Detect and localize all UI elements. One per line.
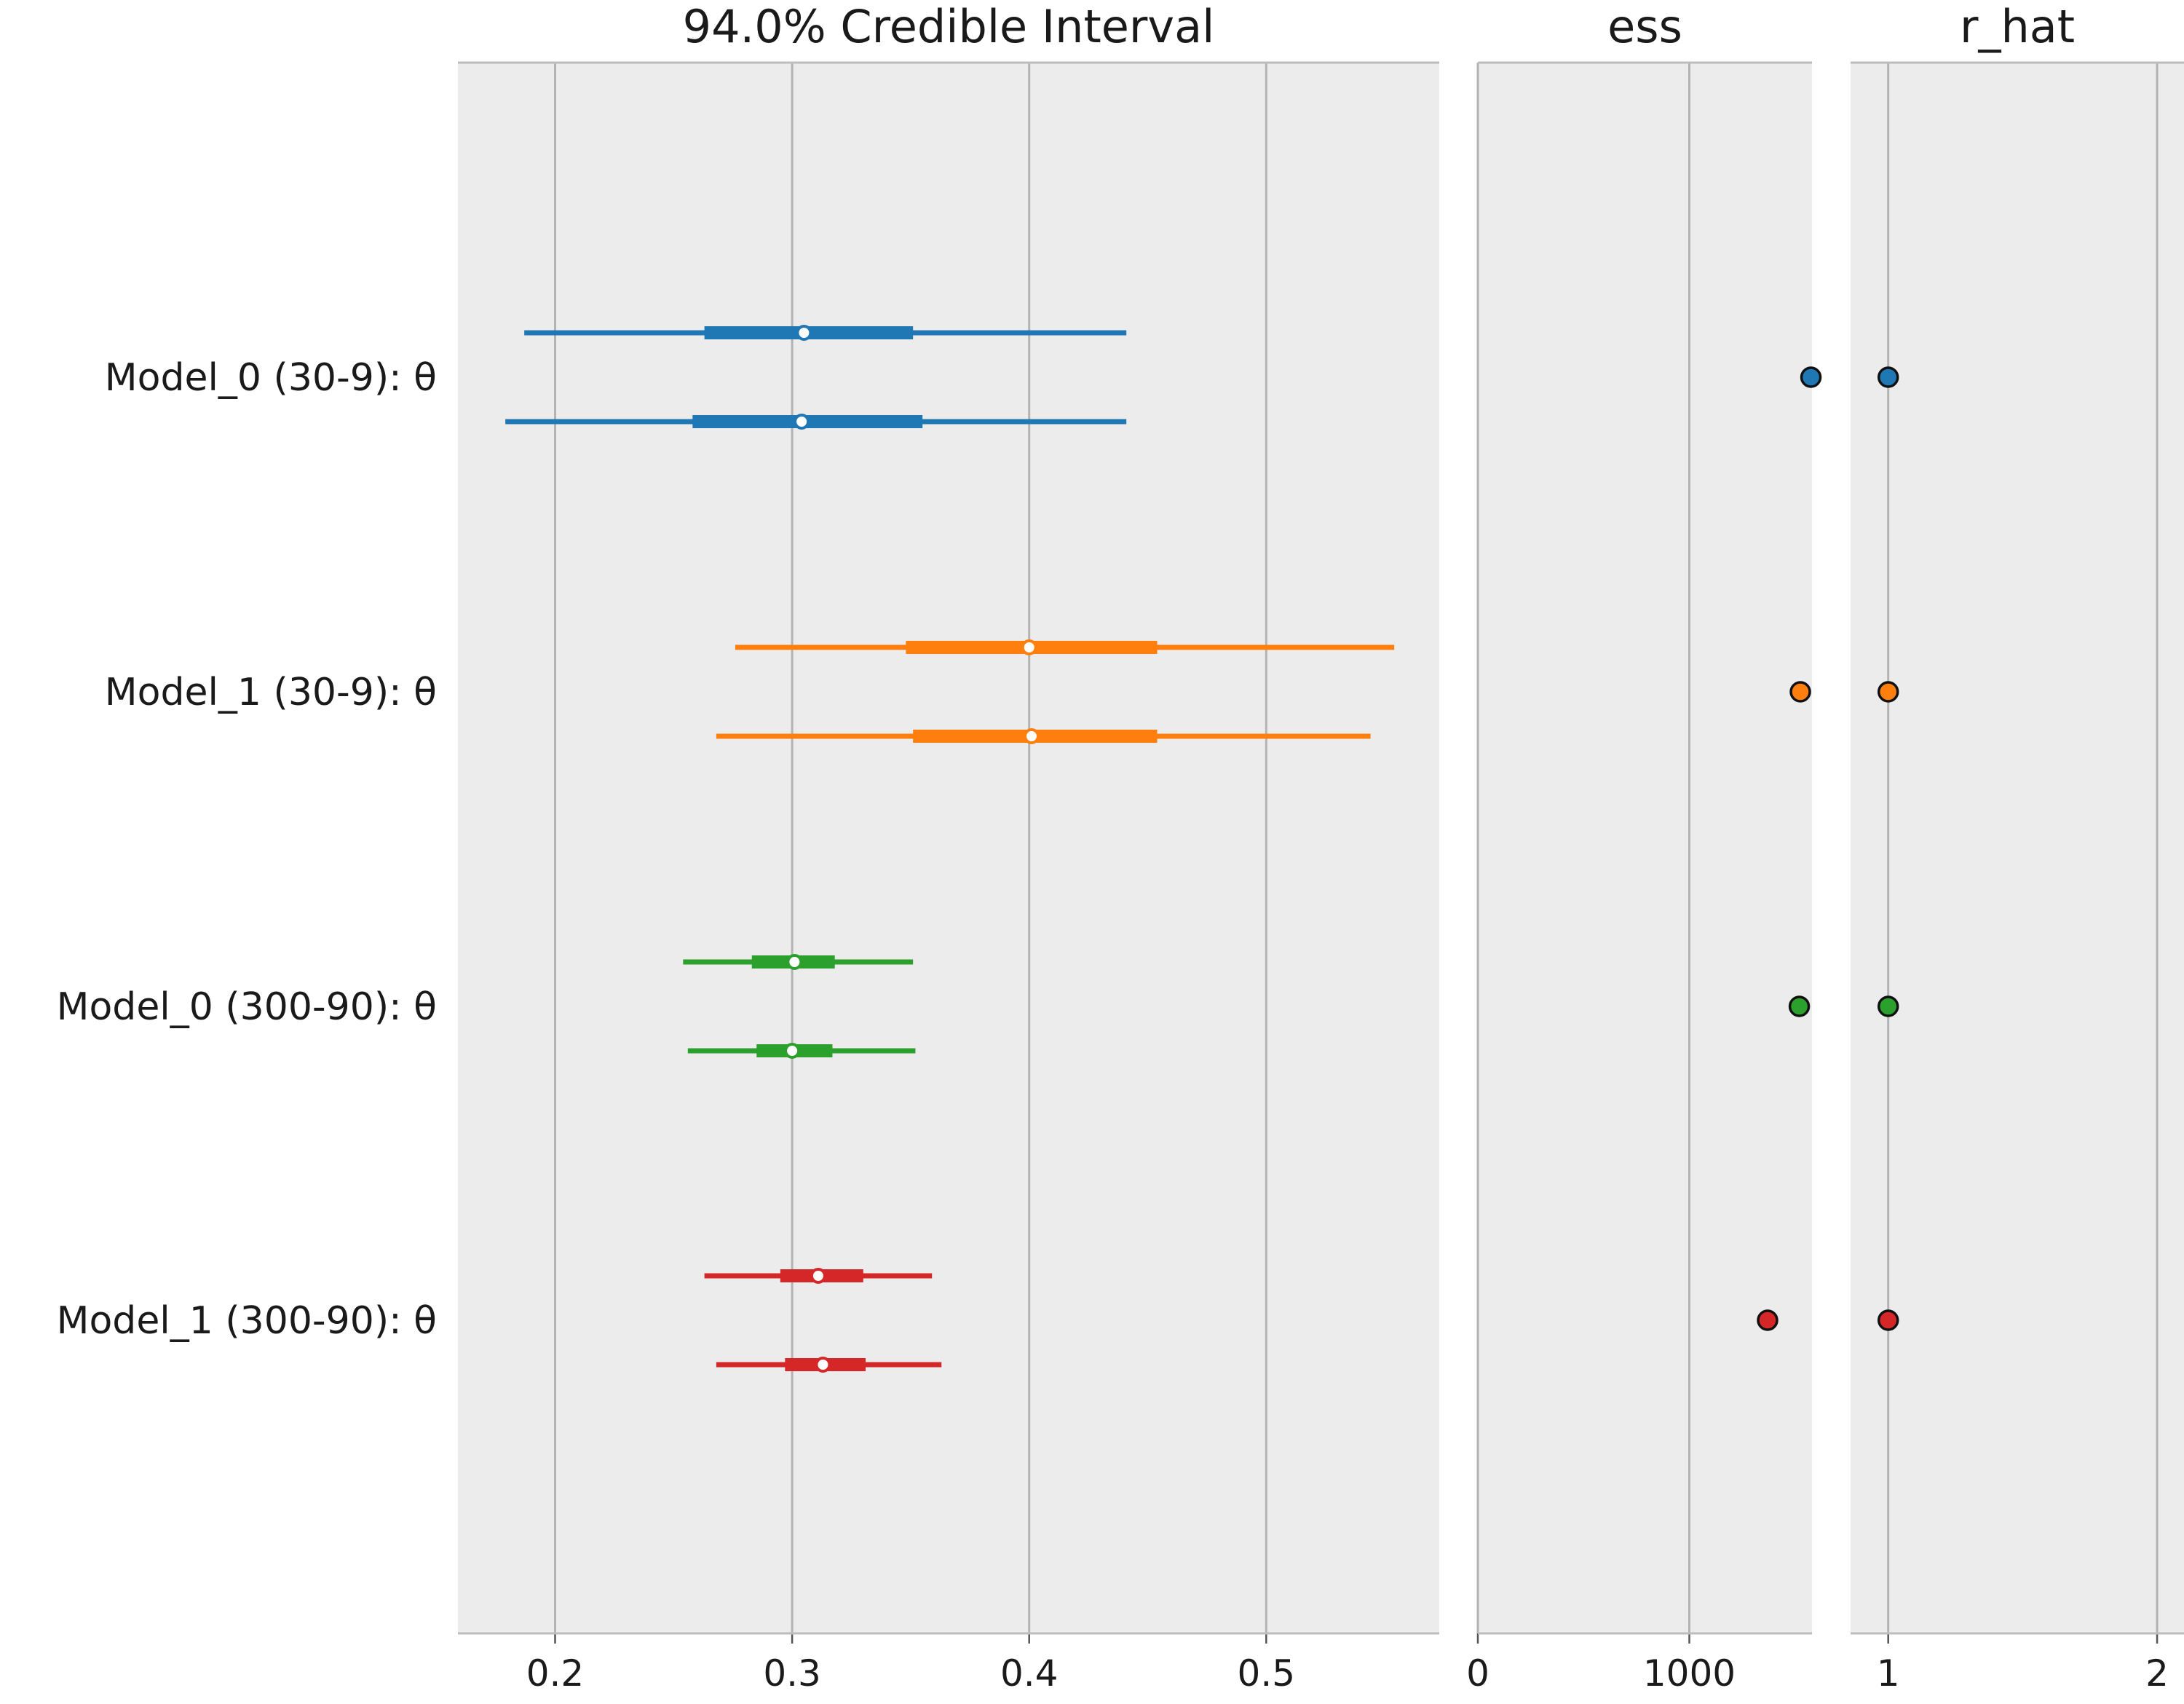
median-point <box>815 1357 831 1373</box>
median-point <box>786 954 803 970</box>
tick-label: 0.3 <box>763 1652 821 1695</box>
median-point <box>784 1043 801 1059</box>
panel-background <box>458 63 1439 1633</box>
panel-interval: 0.2 0.3 0.4 0.5 94.0% Credible Interval <box>458 0 1439 1695</box>
panel-background <box>1478 63 1812 1633</box>
tick-label: 2 <box>2145 1652 2169 1695</box>
ess-point <box>1788 995 1811 1017</box>
tick-label: 1000 <box>1643 1652 1736 1695</box>
ess-point <box>1789 681 1811 703</box>
panel-title: r_hat <box>1960 0 2075 53</box>
series-group <box>704 1268 1899 1373</box>
tick-label: 0.4 <box>1000 1652 1059 1695</box>
series-label: Model_0 (300-90): θ <box>57 985 437 1029</box>
median-point <box>794 414 810 430</box>
median-point <box>810 1268 826 1284</box>
median-point <box>1021 639 1037 655</box>
median-point <box>1023 728 1040 744</box>
median-point <box>796 325 812 341</box>
r-hat-point <box>1877 366 1899 388</box>
series-label: Model_0 (30-9): θ <box>105 356 437 400</box>
series-group <box>716 639 1899 744</box>
panels: 0.2 0.3 0.4 0.5 94.0% Credible Interval 0 1000… <box>458 0 2184 1695</box>
ess-point <box>1757 1309 1779 1331</box>
series-group <box>683 954 1899 1059</box>
series-label: Model_1 (30-9): θ <box>105 671 437 714</box>
panel-background <box>1851 63 2184 1633</box>
y-axis-labels: Model_0 (30-9): θ Model_1 (30-9): θ Model_… <box>57 356 437 1343</box>
r-hat-point <box>1877 995 1899 1017</box>
tick-label: 1 <box>1877 1652 1900 1695</box>
tick-label: 0.5 <box>1238 1652 1296 1695</box>
r-hat-point <box>1877 1309 1899 1331</box>
ess-point <box>1800 366 1822 388</box>
r-hat-point <box>1877 681 1899 703</box>
panel-title: 94.0% Credible Interval <box>683 0 1215 53</box>
panel-r-hat: 1 2 r_hat <box>1851 0 2184 1695</box>
tick-label: 0.2 <box>526 1652 585 1695</box>
panel-title: ess <box>1607 0 1682 53</box>
series-label: Model_1 (300-90): θ <box>57 1299 437 1343</box>
panel-ess: 0 1000 ess <box>1466 0 1812 1695</box>
series-group <box>505 325 1899 430</box>
tick-label: 0 <box>1466 1652 1489 1695</box>
